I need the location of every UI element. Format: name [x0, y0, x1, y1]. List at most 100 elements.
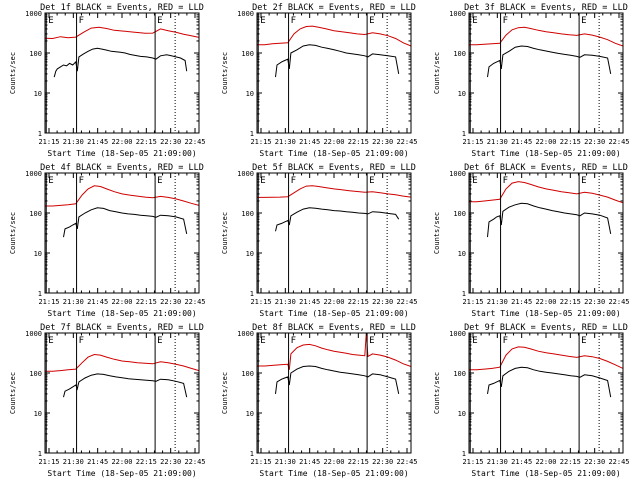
marker-label-2: F — [503, 176, 508, 186]
plot-frame — [256, 172, 412, 294]
x-tick-label: 21:45 — [511, 298, 532, 306]
y-tick-label: 1000 — [449, 170, 466, 178]
x-axis-label: Start Time (18-Sep-05 21:09:00) — [259, 469, 408, 478]
x-tick-label: 21:45 — [87, 138, 108, 146]
x-tick-label: 22:15 — [348, 138, 369, 146]
x-tick-label: 22:00 — [323, 298, 344, 306]
x-tick-label: 21:15 — [462, 458, 483, 466]
x-axis-label: Start Time (18-Sep-05 21:09:00) — [47, 149, 196, 158]
marker-label-1: E — [472, 176, 477, 186]
x-tick-label: 21:15 — [250, 138, 271, 146]
x-tick-label: 21:15 — [250, 458, 271, 466]
y-tick-label: 1 — [462, 450, 466, 458]
y-tick-label: 10 — [246, 90, 254, 98]
y-axis-label: Counts/sec — [9, 52, 17, 94]
marker-label-3: E — [369, 336, 374, 346]
x-tick-label: 22:45 — [608, 138, 629, 146]
y-tick-label: 1000 — [25, 330, 42, 338]
lld-series-line — [257, 185, 412, 198]
y-axis-label: Counts/sec — [221, 372, 229, 414]
y-tick-label: 100 — [241, 210, 254, 218]
x-tick-label: 22:45 — [396, 298, 417, 306]
x-tick-label: 21:45 — [87, 298, 108, 306]
marker-label-2: F — [291, 176, 296, 186]
x-axis-label: Start Time (18-Sep-05 21:09:00) — [471, 149, 620, 158]
panel-title: Det 1f BLACK = Events, RED = LLD — [40, 3, 204, 13]
x-tick-label: 22:45 — [184, 138, 205, 146]
y-axis-label: Counts/sec — [221, 212, 229, 254]
y-tick-label: 1 — [462, 290, 466, 298]
panel-6: Det 6f BLACK = Events, RED = LLD Counts/s… — [433, 163, 630, 318]
marker-label-3: E — [157, 336, 162, 346]
panel-title: Det 8f BLACK = Events, RED = LLD — [252, 323, 416, 333]
marker-label-3: E — [581, 336, 586, 346]
marker-label-3: E — [369, 176, 374, 186]
panel-5: Det 5f BLACK = Events, RED = LLD Counts/s… — [221, 163, 418, 318]
y-tick-label: 100 — [29, 370, 42, 378]
y-tick-label: 1000 — [449, 10, 466, 18]
x-tick-label: 22:00 — [111, 138, 132, 146]
y-tick-label: 10 — [246, 410, 254, 418]
x-tick-label: 21:45 — [299, 458, 320, 466]
x-tick-label: 22:45 — [608, 458, 629, 466]
x-tick-label: 21:30 — [63, 458, 84, 466]
y-tick-label: 10 — [34, 250, 42, 258]
plot-frame — [44, 172, 200, 294]
x-axis-label: Start Time (18-Sep-05 21:09:00) — [47, 469, 196, 478]
y-tick-label: 1 — [38, 290, 42, 298]
panel-title: Det 3f BLACK = Events, RED = LLD — [464, 3, 628, 13]
y-tick-label: 10 — [458, 250, 466, 258]
x-tick-label: 22:15 — [348, 458, 369, 466]
x-tick-label: 21:15 — [462, 298, 483, 306]
marker-label-2: F — [79, 176, 84, 186]
marker-label-2: F — [79, 16, 84, 26]
y-tick-label: 10 — [246, 250, 254, 258]
lld-series-line — [469, 181, 624, 204]
y-axis-label: Counts/sec — [9, 212, 17, 254]
x-tick-label: 21:30 — [487, 298, 508, 306]
y-tick-label: 1 — [250, 130, 254, 138]
panel-3: Det 3f BLACK = Events, RED = LLD Counts/s… — [433, 3, 630, 158]
panel-title: Det 7f BLACK = Events, RED = LLD — [40, 323, 204, 333]
marker-label-1: E — [472, 336, 477, 346]
x-tick-label: 21:30 — [63, 298, 84, 306]
x-tick-label: 22:15 — [136, 138, 157, 146]
marker-label-2: F — [79, 336, 84, 346]
x-tick-label: 21:15 — [250, 298, 271, 306]
plot-frame — [44, 332, 200, 454]
marker-label-1: E — [260, 336, 265, 346]
x-tick-label: 21:45 — [511, 138, 532, 146]
x-tick-label: 22:30 — [372, 458, 393, 466]
x-tick-label: 21:30 — [63, 138, 84, 146]
lld-series-line — [257, 25, 412, 47]
x-tick-label: 21:45 — [299, 138, 320, 146]
y-tick-label: 1000 — [237, 330, 254, 338]
x-tick-label: 21:15 — [462, 138, 483, 146]
marker-label-1: E — [472, 16, 477, 26]
x-tick-label: 21:15 — [38, 138, 59, 146]
marker-label-3: E — [157, 16, 162, 26]
y-tick-label: 100 — [29, 50, 42, 58]
x-tick-label: 22:45 — [396, 138, 417, 146]
marker-label-1: E — [48, 176, 53, 186]
y-tick-label: 100 — [241, 370, 254, 378]
y-tick-label: 100 — [453, 370, 466, 378]
y-tick-label: 1 — [38, 450, 42, 458]
panel-9: Det 9f BLACK = Events, RED = LLD Counts/s… — [433, 323, 630, 478]
y-tick-label: 1 — [250, 450, 254, 458]
panel-title: Det 9f BLACK = Events, RED = LLD — [464, 323, 628, 333]
x-tick-label: 21:45 — [511, 458, 532, 466]
x-tick-label: 22:45 — [184, 298, 205, 306]
x-tick-label: 22:00 — [323, 138, 344, 146]
x-axis-label: Start Time (18-Sep-05 21:09:00) — [471, 309, 620, 318]
marker-label-1: E — [48, 16, 53, 26]
x-tick-label: 22:00 — [111, 458, 132, 466]
x-tick-label: 22:30 — [584, 298, 605, 306]
x-tick-label: 22:00 — [111, 298, 132, 306]
x-tick-label: 22:30 — [160, 138, 181, 146]
plot-frame — [468, 332, 624, 454]
y-tick-label: 1 — [38, 130, 42, 138]
marker-label-3: E — [581, 16, 586, 26]
panel-4: Det 4f BLACK = Events, RED = LLD Counts/s… — [9, 163, 206, 318]
